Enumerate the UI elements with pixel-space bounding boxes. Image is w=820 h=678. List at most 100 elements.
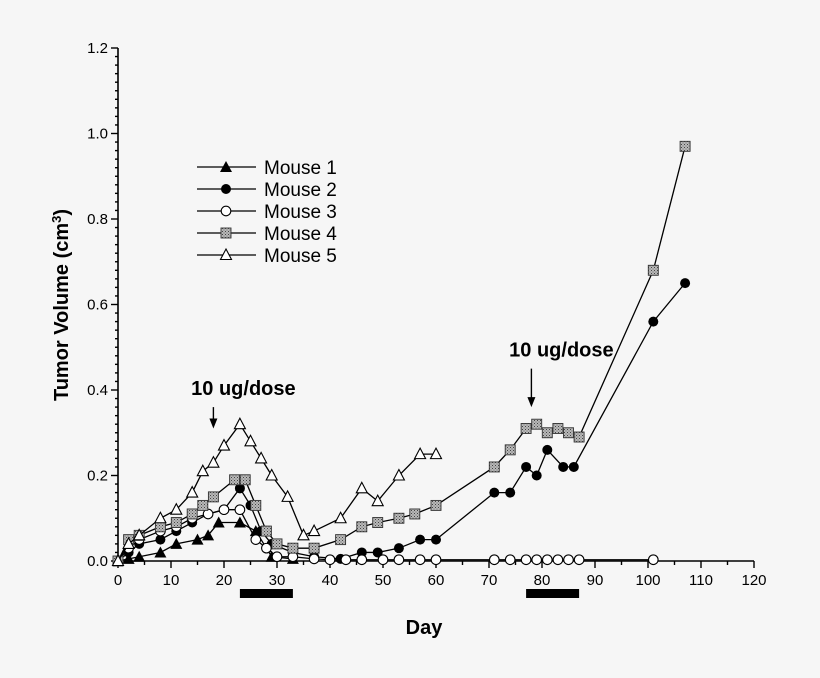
y-axis-title-close: ): [51, 209, 73, 216]
data-point: [234, 504, 246, 516]
data-point: [563, 427, 574, 439]
data-point: [132, 528, 146, 541]
data-point: [239, 474, 251, 486]
data-point: [505, 487, 516, 498]
data-point: [281, 489, 295, 502]
data-point: [431, 534, 441, 545]
data-point: [520, 423, 532, 434]
data-point: [413, 446, 427, 460]
data-point: [430, 554, 442, 566]
data-point: [250, 534, 262, 545]
legend-label: Mouse 2: [264, 180, 337, 201]
data-point: [218, 504, 230, 516]
legend-item: Mouse 3: [197, 202, 337, 223]
data-point: [520, 554, 532, 566]
data-point: [271, 551, 283, 563]
data-point: [297, 528, 310, 541]
data-point: [371, 493, 385, 507]
data-point: [392, 468, 406, 481]
data-point: [308, 553, 320, 565]
y-ticks: 0.0 0.2 0.4 0.6 0.8 1.0 1.2: [87, 40, 118, 570]
data-point: [563, 554, 574, 566]
data-point: [206, 455, 220, 468]
x-tick-label: 60: [428, 572, 445, 589]
x-tick-label: 70: [481, 572, 498, 589]
data-point: [393, 554, 405, 566]
data-point: [169, 502, 183, 515]
y-tick-label: 0.8: [87, 211, 108, 228]
data-point: [308, 542, 320, 554]
x-tick-label: 120: [741, 572, 766, 589]
data-point: [531, 418, 543, 430]
data-point: [196, 464, 210, 477]
data-point: [122, 552, 135, 564]
data-point: [170, 537, 183, 549]
data-point: [207, 491, 219, 503]
data-point: [541, 427, 553, 439]
y-axis-title: Tumor Volume (cm3): [49, 209, 73, 401]
x-tick-label: 40: [322, 572, 339, 589]
treatment-bars: [239, 589, 580, 598]
data-point: [133, 550, 146, 562]
data-point: [217, 438, 231, 451]
data-point: [393, 512, 405, 524]
legend-marker: [220, 161, 232, 172]
data-point: [356, 547, 367, 558]
legend-item: Mouse 5: [197, 246, 337, 267]
x-axis-title: Day: [406, 617, 444, 639]
data-point: [573, 431, 585, 443]
data-point: [155, 534, 166, 545]
legend-marker: [219, 247, 233, 261]
data-point: [250, 499, 262, 511]
data-point: [260, 525, 272, 537]
x-tick-label: 110: [689, 572, 713, 589]
y-tick-label: 1.0: [87, 126, 108, 143]
data-point: [356, 521, 368, 533]
data-point: [372, 517, 384, 528]
data-point: [414, 554, 426, 566]
data-point: [558, 461, 569, 472]
data-point: [271, 538, 283, 550]
data-point: [531, 470, 542, 481]
data-point: [356, 554, 368, 566]
x-tick-label: 80: [534, 572, 551, 589]
x-tick-label: 10: [163, 572, 180, 589]
data-point: [185, 485, 199, 498]
y-tick-label: 0.4: [87, 382, 108, 399]
data-point: [504, 444, 516, 456]
treatment-bar: [526, 589, 580, 598]
x-tick-label: 50: [375, 572, 392, 589]
data-point: [153, 511, 167, 524]
dose-arrow-head: [527, 397, 536, 408]
series-line: [117, 423, 436, 562]
series-5: [111, 417, 443, 567]
x-tick-label: 30: [269, 572, 286, 589]
dose-label: 10 ug/dose: [191, 378, 295, 400]
data-point: [429, 446, 443, 460]
data-point: [393, 543, 404, 554]
dose-label: 10 ug/dose: [509, 340, 613, 362]
series-3: [112, 504, 659, 567]
data-point: [191, 533, 204, 545]
data-point: [647, 264, 659, 276]
y-axis-title-sup: 3: [49, 216, 64, 223]
data-point: [504, 554, 516, 566]
data-point: [409, 508, 421, 520]
data-point: [154, 546, 167, 558]
data-point: [340, 554, 352, 566]
data-point: [261, 542, 272, 554]
data-point: [552, 423, 564, 434]
dose-arrow-head: [209, 418, 218, 429]
data-point: [212, 516, 225, 528]
legend-marker: [221, 184, 231, 194]
x-tick-label: 20: [216, 572, 233, 589]
legend-label: Mouse 5: [264, 246, 337, 267]
data-point: [287, 542, 299, 554]
data-point: [679, 140, 691, 152]
data-point: [324, 554, 336, 566]
dose-annotations: 10 ug/dose 10 ug/dose: [191, 340, 614, 429]
legend-marker: [220, 205, 232, 217]
data-point: [680, 278, 691, 289]
